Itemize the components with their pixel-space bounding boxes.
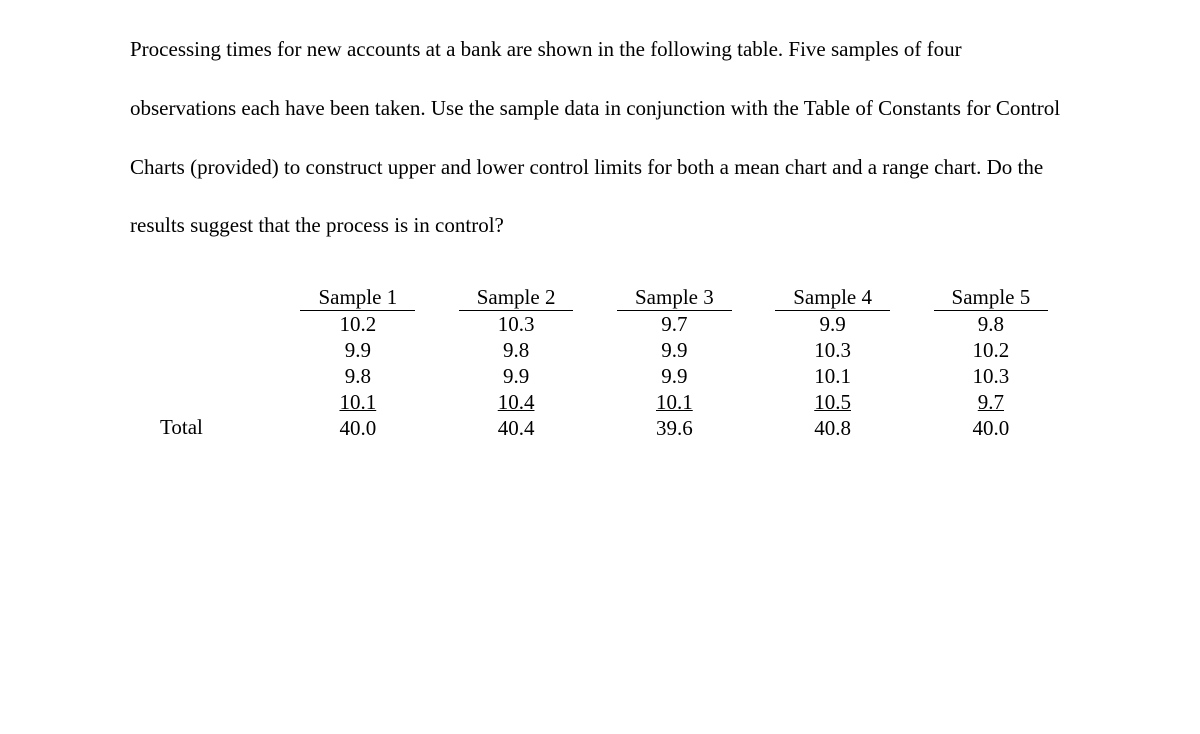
data-cell: 10.3 [814,337,851,363]
data-cell: 9.9 [661,363,687,389]
column-header: Sample 4 [775,285,890,311]
row-label [160,389,279,415]
sample-column-4: Sample 4 9.9 10.3 10.1 10.5 40.8 [754,285,912,441]
data-cell: 9.7 [978,389,1004,415]
data-cell: 10.2 [973,337,1010,363]
row-label [160,311,279,337]
row-label-column: Total [160,285,279,441]
data-cell-total: 40.8 [814,415,851,441]
column-header: Sample 3 [617,285,732,311]
data-cell: 10.1 [656,389,693,415]
data-cell: 10.4 [498,389,535,415]
data-cell: 9.9 [345,337,371,363]
data-cell-total: 40.4 [498,415,535,441]
data-cell: 9.9 [820,311,846,337]
data-cell: 9.8 [503,337,529,363]
data-cell: 9.8 [345,363,371,389]
data-cell: 9.7 [661,311,687,337]
problem-statement: Processing times for new accounts at a b… [130,20,1070,255]
data-cell: 10.1 [339,389,376,415]
row-label [160,337,279,363]
data-cell: 10.1 [814,363,851,389]
sample-column-2: Sample 2 10.3 9.8 9.9 10.4 40.4 [437,285,595,441]
row-label [160,363,279,389]
data-cell-total: 39.6 [656,415,693,441]
column-header: Sample 1 [300,285,415,311]
column-header: Sample 2 [459,285,574,311]
data-cell-total: 40.0 [973,415,1010,441]
row-label [160,285,279,311]
data-cell: 10.3 [498,311,535,337]
data-cell: 9.9 [661,337,687,363]
data-cell: 10.3 [973,363,1010,389]
sample-column-3: Sample 3 9.7 9.9 9.9 10.1 39.6 [595,285,753,441]
row-label-total: Total [160,415,279,441]
data-cell-total: 40.0 [339,415,376,441]
data-table: Total Sample 1 10.2 9.9 9.8 10.1 40.0 Sa… [160,285,1070,441]
data-cell: 9.8 [978,311,1004,337]
column-header: Sample 5 [934,285,1049,311]
data-cell: 10.2 [339,311,376,337]
sample-column-1: Sample 1 10.2 9.9 9.8 10.1 40.0 [279,285,437,441]
data-cell: 9.9 [503,363,529,389]
data-cell: 10.5 [814,389,851,415]
sample-column-5: Sample 5 9.8 10.2 10.3 9.7 40.0 [912,285,1070,441]
